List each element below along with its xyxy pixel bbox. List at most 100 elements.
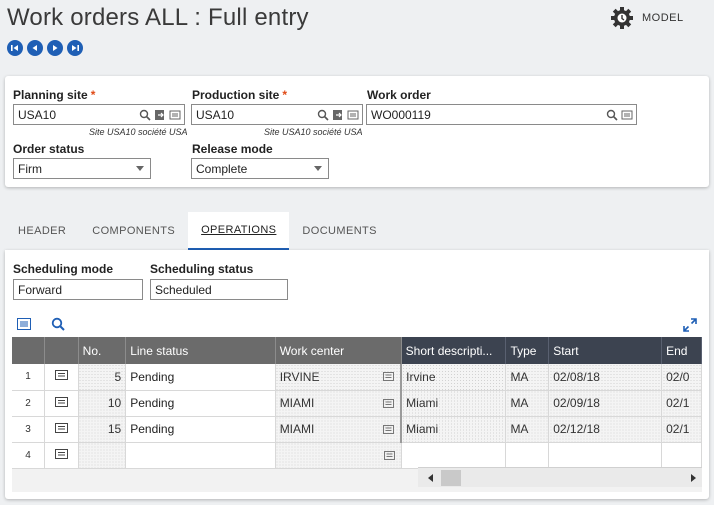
last-record-icon	[72, 45, 79, 51]
table-row[interactable]: 3 15 Pending MIAMI Miami MA 02/12/18 02/…	[12, 416, 702, 443]
production-site-field[interactable]: USA10	[191, 104, 363, 125]
cell-start: 02/09/18	[548, 390, 663, 417]
table-row-new[interactable]: 4	[12, 442, 702, 469]
table-row[interactable]: 1 5 Pending IRVINE Irvine MA 02/08/18 02…	[12, 364, 702, 391]
scroll-left-icon[interactable]	[428, 473, 433, 482]
cell-start	[548, 442, 663, 469]
col-header-short-description[interactable]: Short descripti...	[401, 337, 507, 364]
cell-end: 02/1	[661, 390, 702, 417]
scheduling-mode-field[interactable]: Forward	[13, 279, 143, 300]
work-order-value: WO000119	[371, 107, 431, 122]
scrollbar-thumb[interactable]	[441, 469, 461, 486]
detail-icon[interactable]	[383, 450, 395, 460]
row-detail-cell[interactable]	[44, 390, 79, 417]
scheduling-mode-label: Scheduling mode	[13, 262, 114, 276]
row-number: 4	[12, 442, 46, 469]
work-center-value: MIAMI	[279, 396, 315, 410]
row-detail-cell[interactable]	[44, 364, 79, 391]
detail-icon[interactable]	[54, 448, 68, 459]
chevron-down-icon	[136, 166, 144, 171]
next-record-icon	[53, 45, 58, 51]
planning-site-label: Planning site *	[13, 88, 95, 102]
row-number: 2	[12, 390, 46, 417]
detail-icon[interactable]	[54, 396, 68, 407]
fullscreen-icon[interactable]	[683, 318, 697, 332]
tab-operations[interactable]: OPERATIONS	[188, 212, 290, 250]
cell-start: 02/12/18	[548, 416, 663, 443]
link-icon[interactable]	[332, 109, 344, 121]
col-header-work-center[interactable]: Work center	[275, 337, 402, 364]
page-title: Work orders ALL : Full entry	[7, 4, 309, 31]
cell-end	[661, 442, 702, 469]
chevron-down-icon	[314, 166, 322, 171]
cell-start: 02/08/18	[548, 364, 663, 391]
last-record-button[interactable]	[67, 40, 83, 56]
cell-work-center[interactable]: IRVINE	[275, 364, 402, 391]
work-center-value: MIAMI	[279, 422, 315, 436]
production-site-label: Production site *	[192, 88, 287, 102]
tab-header[interactable]: HEADER	[18, 225, 67, 237]
production-site-description: Site USA10 société USA	[264, 127, 363, 137]
col-header-end[interactable]: End	[661, 337, 702, 364]
tab-documents[interactable]: DOCUMENTS	[302, 225, 377, 237]
detail-icon[interactable]	[169, 109, 181, 121]
model-button[interactable]: MODEL	[610, 6, 684, 30]
order-status-select[interactable]: Firm	[13, 158, 151, 179]
list-view-icon[interactable]	[17, 318, 31, 330]
cell-line-status[interactable]	[125, 442, 276, 469]
detail-icon[interactable]	[383, 372, 395, 382]
header-card: Planning site * USA10 Site USA10 société …	[5, 76, 709, 187]
detail-icon[interactable]	[383, 424, 395, 434]
magnifier-icon[interactable]	[317, 109, 329, 121]
horizontal-scrollbar[interactable]	[418, 467, 702, 487]
cell-type: MA	[505, 364, 550, 391]
record-navigation	[7, 40, 83, 56]
col-header-start[interactable]: Start	[548, 337, 663, 364]
production-site-value: USA10	[196, 107, 235, 122]
order-status-label: Order status	[13, 142, 85, 156]
cell-work-center[interactable]: MIAMI	[275, 416, 402, 443]
cell-work-center[interactable]	[275, 442, 402, 469]
cell-work-center[interactable]: MIAMI	[275, 390, 402, 417]
scroll-right-icon[interactable]	[691, 473, 696, 482]
cell-short-description: Miami	[400, 390, 507, 417]
detail-icon[interactable]	[54, 370, 68, 381]
detail-icon[interactable]	[54, 422, 68, 433]
cell-line-status[interactable]: Pending	[125, 390, 276, 417]
cell-no: 5	[78, 364, 127, 391]
grid-header-row: No. Line status Work center Short descri…	[12, 337, 702, 364]
cell-short-description: Miami	[400, 416, 507, 443]
first-record-button[interactable]	[7, 40, 23, 56]
col-header-line-status[interactable]: Line status	[125, 337, 276, 364]
magnifier-icon[interactable]	[139, 109, 151, 121]
detail-icon[interactable]	[621, 109, 633, 121]
grid-corner	[12, 337, 46, 364]
cell-type: MA	[505, 416, 550, 443]
tab-components[interactable]: COMPONENTS	[92, 225, 176, 237]
col-header-no[interactable]: No.	[78, 337, 127, 364]
release-mode-label: Release mode	[192, 142, 273, 156]
work-order-field[interactable]: WO000119	[366, 104, 637, 125]
tab-bar: HEADER COMPONENTS OPERATIONS DOCUMENTS	[5, 212, 390, 250]
planning-site-field[interactable]: USA10	[13, 104, 185, 125]
detail-icon[interactable]	[347, 109, 359, 121]
cell-line-status[interactable]: Pending	[125, 364, 276, 391]
model-label: MODEL	[642, 12, 684, 24]
order-status-value: Firm	[18, 161, 42, 176]
magnifier-icon[interactable]	[606, 109, 618, 121]
release-mode-select[interactable]: Complete	[191, 158, 329, 179]
cell-type: MA	[505, 390, 550, 417]
scheduling-status-field[interactable]: Scheduled	[150, 279, 288, 300]
col-header-type[interactable]: Type	[505, 337, 550, 364]
scheduling-status-label: Scheduling status	[150, 262, 254, 276]
search-icon[interactable]	[51, 317, 65, 331]
previous-record-button[interactable]	[27, 40, 43, 56]
detail-icon[interactable]	[383, 398, 395, 408]
link-icon[interactable]	[154, 109, 166, 121]
cell-line-status[interactable]: Pending	[125, 416, 276, 443]
table-row[interactable]: 2 10 Pending MIAMI Miami MA 02/09/18 02/…	[12, 390, 702, 417]
first-record-icon	[11, 45, 18, 51]
row-detail-cell[interactable]	[44, 416, 79, 443]
next-record-button[interactable]	[47, 40, 63, 56]
row-detail-cell[interactable]	[44, 442, 79, 469]
